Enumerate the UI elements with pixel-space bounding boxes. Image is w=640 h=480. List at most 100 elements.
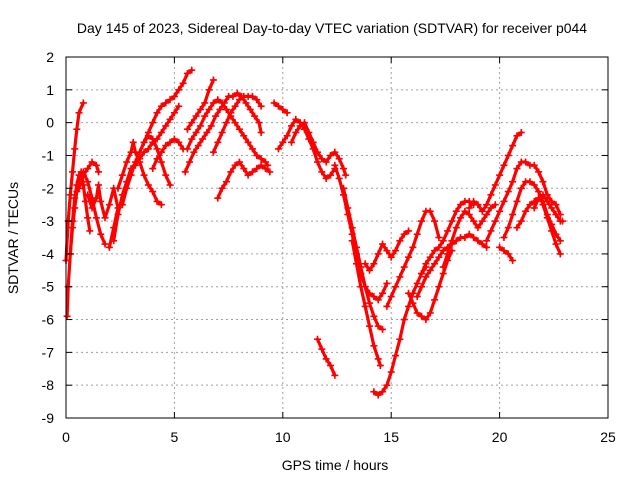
series-arc-29: [439, 201, 499, 271]
data-point: [413, 293, 421, 301]
data-point: [435, 253, 443, 261]
data-point: [75, 184, 83, 192]
data-point: [452, 224, 460, 232]
data-point: [144, 181, 152, 189]
data-point: [483, 237, 491, 245]
data-point: [86, 227, 94, 235]
data-point: [470, 197, 478, 205]
data-point: [248, 92, 256, 100]
data-point: [166, 96, 174, 104]
data-point: [251, 112, 259, 120]
data-point: [179, 79, 187, 87]
data-point: [97, 197, 105, 205]
x-axis-label: GPS time / hours: [282, 457, 389, 473]
series-arc-11: [183, 76, 217, 133]
data-point: [140, 138, 148, 146]
data-point: [218, 184, 226, 192]
data-point: [379, 388, 387, 396]
y-tick-label: -9: [42, 410, 55, 426]
series-arc-24: [370, 263, 430, 399]
data-point: [88, 158, 96, 166]
data-point: [361, 302, 369, 310]
data-point: [374, 250, 382, 258]
data-point: [418, 217, 426, 225]
data-point: [556, 237, 564, 245]
data-point: [504, 224, 512, 232]
data-point: [370, 260, 378, 268]
data-point: [322, 158, 330, 166]
data-point: [353, 260, 361, 268]
data-point: [266, 168, 274, 176]
data-point: [548, 220, 556, 228]
y-tick-label: -8: [42, 377, 55, 393]
data-point: [496, 243, 504, 251]
data-point: [101, 240, 109, 248]
data-point: [322, 355, 330, 363]
data-point: [82, 197, 90, 205]
data-point: [69, 168, 77, 176]
y-tick-label: -6: [42, 312, 55, 328]
data-point: [101, 214, 109, 222]
series-arc-25: [383, 207, 443, 310]
data-point: [136, 148, 144, 156]
y-axis-label: SDTVAR / TECUs: [5, 182, 21, 294]
data-point: [504, 250, 512, 258]
data-point: [69, 224, 77, 232]
data-point: [248, 145, 256, 153]
data-point: [552, 211, 560, 219]
data-point: [478, 217, 486, 225]
data-point: [118, 171, 126, 179]
y-tick-label: -1: [42, 147, 55, 163]
data-point: [203, 128, 211, 136]
data-point: [522, 158, 530, 166]
data-point: [246, 106, 254, 114]
data-point: [435, 243, 443, 251]
data-point: [374, 322, 382, 330]
data-point: [71, 204, 79, 212]
data-point: [209, 148, 217, 156]
data-point: [331, 161, 339, 169]
data-point: [348, 237, 356, 245]
data-point: [366, 299, 374, 307]
data-point: [517, 217, 525, 225]
data-point: [535, 188, 543, 196]
data-point: [205, 106, 213, 114]
data-point: [513, 224, 521, 232]
chart-title: Day 145 of 2023, Sidereal Day-to-day VTE…: [77, 20, 587, 36]
series-arc-18: [287, 119, 350, 179]
data-point: [296, 122, 304, 130]
data-point: [348, 224, 356, 232]
data-point: [84, 191, 92, 199]
data-point: [92, 161, 100, 169]
data-point: [157, 128, 165, 136]
data-point: [231, 102, 239, 110]
data-point: [487, 204, 495, 212]
data-point: [483, 243, 491, 251]
data-point: [199, 135, 207, 143]
data-point: [413, 230, 421, 238]
data-point: [287, 122, 295, 130]
data-point: [342, 171, 350, 179]
data-point: [123, 158, 131, 166]
data-point: [444, 227, 452, 235]
data-point: [144, 145, 152, 153]
data-point: [530, 161, 538, 169]
data-point: [183, 125, 191, 133]
data-point: [220, 99, 228, 107]
data-point: [79, 99, 87, 107]
data-point: [400, 263, 408, 271]
data-point: [233, 89, 241, 97]
data-point: [192, 112, 200, 120]
data-point: [392, 283, 400, 291]
series-line: [142, 68, 194, 144]
data-point: [181, 168, 189, 176]
y-tick-label: -7: [42, 344, 55, 360]
data-point: [170, 109, 178, 117]
data-point: [331, 371, 339, 379]
y-tick-label: 1: [46, 82, 54, 98]
data-point: [326, 361, 334, 369]
y-tick-label: -5: [42, 279, 55, 295]
data-point: [379, 289, 387, 297]
data-point: [162, 122, 170, 130]
data-point: [387, 368, 395, 376]
